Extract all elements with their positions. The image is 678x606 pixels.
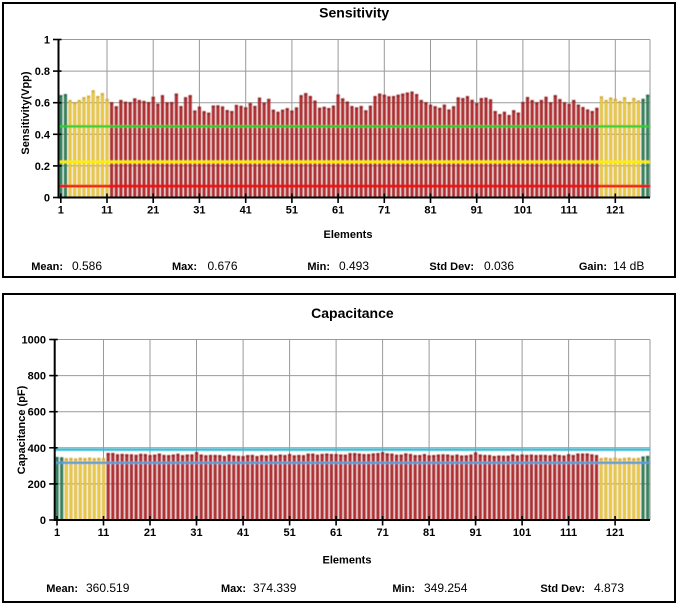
- svg-text:1: 1: [44, 35, 50, 47]
- svg-text:71: 71: [376, 527, 388, 539]
- svg-text:0.2: 0.2: [35, 161, 50, 173]
- svg-text:Max:: Max:: [172, 261, 197, 273]
- svg-text:0: 0: [44, 193, 50, 205]
- svg-text:Sensitivity: Sensitivity: [319, 5, 389, 21]
- svg-text:51: 51: [286, 205, 298, 217]
- svg-text:1000: 1000: [22, 335, 46, 347]
- svg-text:349.254: 349.254: [424, 581, 468, 595]
- svg-text:Min:: Min:: [307, 261, 330, 273]
- svg-text:51: 51: [283, 527, 295, 539]
- svg-text:4.873: 4.873: [594, 581, 624, 595]
- svg-text:0.676: 0.676: [208, 259, 238, 273]
- svg-text:800: 800: [28, 371, 46, 383]
- svg-text:31: 31: [190, 527, 202, 539]
- svg-text:91: 91: [471, 205, 483, 217]
- svg-text:360.519: 360.519: [86, 581, 130, 595]
- svg-text:81: 81: [423, 527, 435, 539]
- svg-text:Mean:: Mean:: [31, 261, 63, 273]
- svg-text:400: 400: [28, 443, 46, 455]
- svg-text:200: 200: [28, 479, 46, 491]
- svg-text:Sensitivity(Vpp): Sensitivity(Vpp): [20, 71, 32, 154]
- svg-text:Std Dev:: Std Dev:: [429, 261, 474, 273]
- svg-text:91: 91: [469, 527, 481, 539]
- svg-text:0.586: 0.586: [72, 259, 102, 273]
- svg-text:374.339: 374.339: [253, 581, 297, 595]
- svg-text:111: 111: [561, 205, 578, 217]
- svg-text:11: 11: [101, 205, 113, 217]
- svg-text:101: 101: [513, 527, 531, 539]
- svg-text:0.493: 0.493: [339, 259, 369, 273]
- svg-text:Mean:: Mean:: [46, 583, 78, 595]
- svg-text:0: 0: [40, 515, 46, 527]
- svg-text:1: 1: [54, 527, 60, 539]
- svg-text:1: 1: [58, 205, 64, 217]
- svg-text:Elements: Elements: [324, 229, 373, 241]
- svg-text:101: 101: [514, 205, 532, 217]
- svg-text:41: 41: [237, 527, 249, 539]
- svg-text:Capacitance (pF): Capacitance (pF): [16, 385, 28, 474]
- svg-text:31: 31: [193, 205, 205, 217]
- svg-text:0.6: 0.6: [35, 98, 50, 110]
- svg-text:61: 61: [330, 527, 342, 539]
- svg-text:0.8: 0.8: [35, 66, 50, 78]
- svg-text:Std Dev:: Std Dev:: [540, 583, 585, 595]
- svg-text:0.036: 0.036: [484, 259, 514, 273]
- svg-text:111: 111: [560, 527, 577, 539]
- svg-text:Min:: Min:: [392, 583, 415, 595]
- svg-text:21: 21: [147, 205, 159, 217]
- svg-text:Capacitance: Capacitance: [311, 305, 394, 321]
- svg-text:Elements: Elements: [323, 555, 372, 567]
- svg-text:21: 21: [144, 527, 156, 539]
- svg-text:41: 41: [240, 205, 252, 217]
- svg-text:11: 11: [98, 527, 110, 539]
- svg-text:600: 600: [28, 407, 46, 419]
- svg-text:0.4: 0.4: [35, 129, 51, 141]
- svg-text:14 dB: 14 dB: [613, 259, 644, 273]
- svg-text:71: 71: [378, 205, 390, 217]
- svg-text:121: 121: [606, 527, 624, 539]
- svg-text:61: 61: [332, 205, 344, 217]
- svg-text:121: 121: [606, 205, 624, 217]
- svg-text:81: 81: [424, 205, 436, 217]
- svg-text:Gain:: Gain:: [579, 261, 607, 273]
- svg-text:Max:: Max:: [221, 583, 246, 595]
